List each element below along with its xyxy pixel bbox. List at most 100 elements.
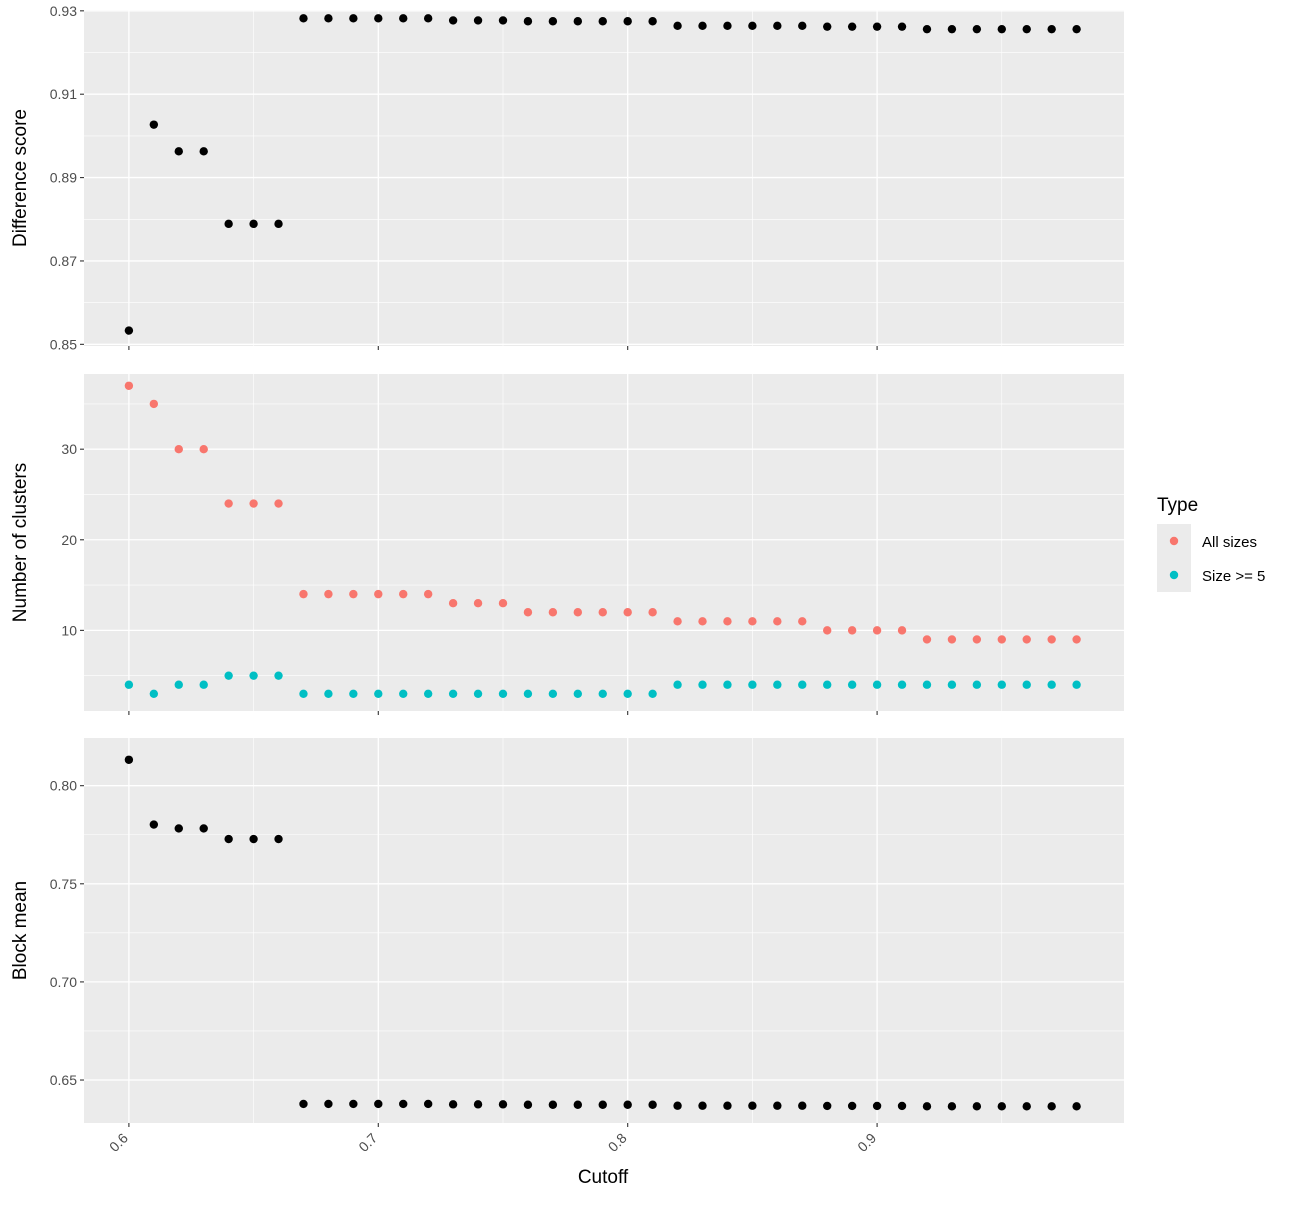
- data-point: [698, 21, 707, 31]
- data-point: [922, 24, 932, 34]
- y-tick-label: 0.85: [50, 336, 77, 352]
- data-point: [573, 689, 583, 698]
- data-point: [947, 680, 957, 689]
- data-point: [423, 589, 433, 599]
- data-point: [149, 820, 159, 829]
- data-point: [623, 689, 632, 698]
- data-point: [673, 617, 682, 626]
- data-point: [723, 1101, 732, 1110]
- x-axis-title: Cutoff: [578, 1167, 629, 1188]
- data-point: [648, 608, 657, 617]
- data-point: [299, 1099, 308, 1109]
- data-point: [174, 824, 183, 833]
- data-point: [274, 219, 283, 229]
- data-point: [922, 635, 932, 644]
- y-tick-label: 0.91: [50, 86, 77, 102]
- data-point: [399, 14, 408, 23]
- data-point: [548, 608, 558, 617]
- data-point: [1022, 680, 1031, 689]
- data-point: [698, 617, 707, 626]
- data-point: [324, 589, 333, 599]
- data-point: [773, 617, 782, 626]
- data-point: [573, 608, 583, 617]
- data-point: [598, 689, 607, 698]
- legend-key-all-sizes: [1169, 536, 1179, 546]
- data-point: [798, 617, 807, 626]
- legend: Type All sizes Size >= 5: [1157, 495, 1265, 592]
- y-tick-label: 0.75: [50, 876, 77, 892]
- data-point: [723, 617, 732, 626]
- data-point: [149, 399, 159, 409]
- data-point: [947, 24, 957, 34]
- data-point: [623, 608, 632, 617]
- data-point: [374, 1099, 383, 1109]
- data-point: [1047, 24, 1056, 34]
- data-point: [798, 1101, 807, 1110]
- data-point: [498, 598, 508, 608]
- data-point: [548, 17, 558, 26]
- data-point: [798, 680, 807, 689]
- series-1: [124, 14, 1081, 335]
- panel-background: [84, 738, 1124, 1123]
- data-point: [374, 589, 383, 599]
- y-tick-label: 20: [61, 532, 77, 548]
- y-tick-label: 0.80: [50, 778, 77, 794]
- data-point: [897, 22, 907, 31]
- data-point: [598, 1100, 607, 1109]
- data-point: [748, 680, 757, 689]
- data-point: [972, 635, 982, 644]
- data-point: [448, 689, 458, 698]
- data-point: [174, 444, 183, 454]
- data-point: [598, 17, 607, 26]
- data-point: [598, 608, 607, 617]
- data-point: [299, 689, 308, 698]
- data-point: [997, 635, 1006, 644]
- data-point: [1022, 1102, 1031, 1111]
- data-point: [448, 598, 458, 608]
- legend-label-all-sizes: All sizes: [1202, 534, 1257, 551]
- data-point: [349, 1099, 358, 1109]
- y-tick-label: 0.93: [50, 3, 77, 19]
- data-point: [324, 689, 333, 698]
- data-point: [473, 1100, 483, 1109]
- y-tick-label: 0.65: [50, 1072, 77, 1088]
- y-tick-label: 0.70: [50, 974, 77, 990]
- data-point: [972, 1102, 982, 1111]
- data-point: [124, 755, 134, 764]
- data-point: [623, 17, 632, 26]
- panel-2: 10 20 30 Number of clusters: [10, 374, 1124, 715]
- x-tick-label: 0.6: [106, 1130, 131, 1155]
- data-point: [1047, 1102, 1056, 1111]
- data-point: [648, 689, 657, 698]
- data-point: [423, 689, 433, 698]
- data-point: [199, 824, 208, 833]
- series-1: [124, 755, 1081, 1111]
- data-point: [274, 834, 283, 844]
- data-point: [423, 14, 433, 23]
- data-point: [847, 22, 857, 31]
- data-point: [798, 21, 807, 31]
- data-point: [997, 680, 1006, 689]
- data-point: [224, 834, 233, 844]
- data-point: [823, 680, 832, 689]
- data-point: [349, 589, 358, 599]
- data-point: [523, 17, 533, 26]
- data-point: [847, 1101, 857, 1111]
- data-point: [823, 626, 832, 635]
- data-point: [698, 680, 707, 689]
- data-point: [673, 680, 682, 689]
- x-tick-label: 0.9: [854, 1130, 879, 1155]
- data-point: [299, 14, 308, 23]
- data-point: [199, 444, 208, 454]
- data-point: [773, 21, 782, 31]
- data-point: [723, 21, 732, 31]
- data-point: [224, 499, 233, 508]
- data-point: [997, 1102, 1006, 1111]
- data-point: [498, 1100, 508, 1109]
- data-point: [124, 680, 134, 689]
- data-point: [723, 680, 732, 689]
- data-point: [448, 16, 458, 25]
- data-point: [922, 1102, 932, 1111]
- data-point: [274, 671, 283, 680]
